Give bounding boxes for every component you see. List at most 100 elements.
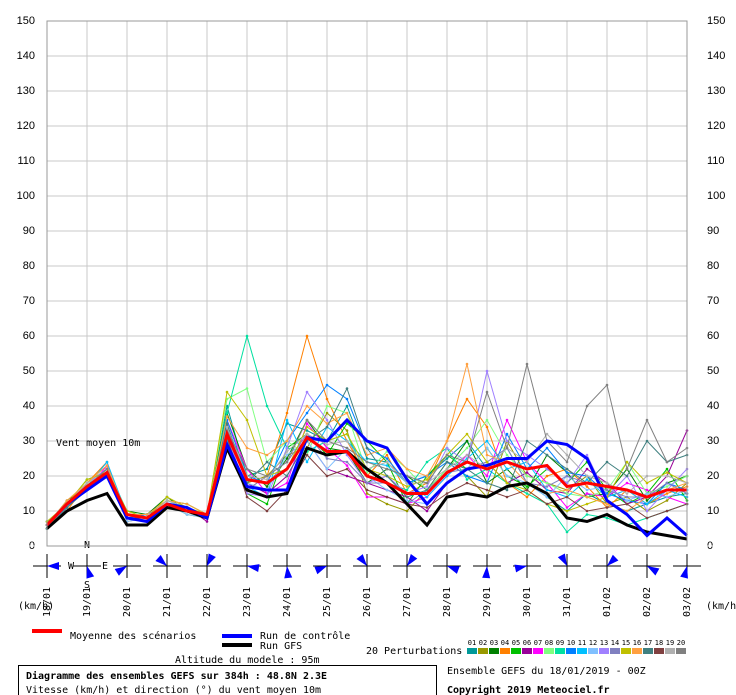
wind-arrow	[86, 566, 95, 579]
point	[405, 467, 409, 471]
point	[565, 467, 569, 471]
point	[605, 516, 609, 520]
point	[305, 404, 309, 408]
point	[345, 397, 349, 401]
point	[525, 460, 529, 464]
legend-swatch	[621, 648, 631, 654]
point	[185, 502, 189, 506]
point	[385, 457, 389, 460]
point	[625, 481, 629, 485]
legend-label: 18	[655, 639, 663, 647]
y-tick-label-right: 40	[707, 400, 719, 412]
point	[245, 495, 249, 499]
point	[145, 513, 149, 516]
y-tick-label: 120	[17, 120, 35, 132]
point	[345, 429, 349, 432]
y-tick-label: 110	[17, 155, 35, 167]
point	[365, 446, 369, 450]
point	[645, 499, 649, 502]
compass-s: S	[84, 580, 90, 591]
point	[625, 460, 629, 464]
legend-label: 17	[644, 639, 652, 647]
point	[585, 509, 589, 513]
point	[545, 474, 549, 478]
copyright: Copyright 2019 Meteociel.fr	[447, 684, 610, 695]
legend-label: 12	[589, 639, 597, 647]
wind-arrow	[647, 566, 660, 576]
legend-label: 01	[468, 639, 476, 647]
y-tick-label: 80	[23, 260, 35, 272]
point	[565, 474, 569, 478]
wind-arrow	[607, 554, 619, 566]
y-tick-label-right: 110	[707, 155, 725, 167]
point	[465, 362, 469, 366]
lines	[45, 334, 689, 541]
y-tick-label-right: 100	[707, 190, 725, 202]
point	[85, 478, 89, 481]
x-tick-label: 23/01	[242, 587, 253, 617]
point	[605, 492, 609, 495]
point	[525, 471, 529, 474]
point	[305, 334, 309, 338]
y-tick-label-right: 20	[707, 470, 719, 482]
legend-swatch	[489, 648, 499, 654]
point	[325, 404, 329, 408]
point	[525, 362, 529, 366]
point	[505, 474, 509, 478]
x-tick-label: 18/01	[42, 587, 53, 617]
y-tick-label: 30	[23, 435, 35, 447]
point	[405, 485, 409, 488]
point	[545, 488, 549, 492]
point	[225, 411, 229, 415]
point	[525, 492, 529, 495]
point	[365, 495, 369, 499]
point	[585, 453, 589, 457]
legend-swatch	[654, 648, 664, 654]
point	[285, 418, 289, 422]
point	[225, 415, 229, 418]
legend-label: 20	[677, 639, 685, 647]
wind-arrow	[47, 562, 59, 570]
y-tick-label-right: 130	[707, 85, 725, 97]
x-tick-label: 21/01	[162, 587, 173, 617]
point	[645, 418, 649, 422]
point	[445, 457, 449, 460]
point	[605, 481, 609, 485]
point	[565, 506, 569, 509]
point	[525, 488, 529, 492]
point	[585, 492, 589, 495]
point	[245, 446, 249, 450]
point	[285, 460, 289, 464]
point	[305, 411, 309, 415]
point	[485, 418, 489, 422]
point	[325, 467, 329, 471]
point	[365, 488, 369, 492]
point	[285, 457, 289, 460]
point	[645, 474, 649, 478]
point	[345, 460, 349, 464]
point	[485, 369, 489, 373]
wind-arrow	[114, 566, 127, 576]
y-tick-label-right: 70	[707, 295, 719, 307]
point	[465, 453, 469, 457]
point	[565, 530, 569, 534]
point	[585, 502, 589, 506]
point	[445, 446, 449, 450]
point	[625, 499, 629, 502]
point	[645, 481, 649, 485]
point	[345, 439, 349, 443]
point	[485, 474, 489, 478]
point	[485, 481, 489, 485]
point	[465, 474, 469, 478]
legend-label: 02	[479, 639, 487, 647]
info-box	[18, 665, 437, 695]
point	[385, 495, 389, 499]
point	[525, 439, 529, 443]
point	[545, 485, 549, 488]
point	[585, 467, 589, 471]
legend-label: 10	[567, 639, 575, 647]
legend-label: 19	[666, 639, 674, 647]
x-tick-label: 01/02	[602, 587, 613, 617]
point	[325, 425, 329, 429]
